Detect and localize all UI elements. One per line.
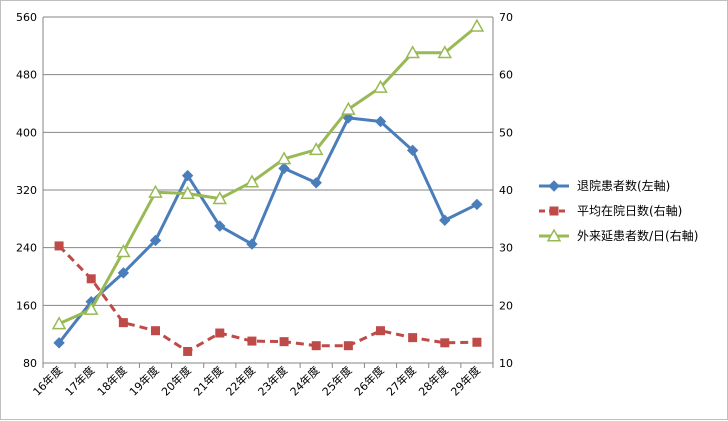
x-tick-label: 23年度 — [255, 363, 290, 398]
x-tick-label: 27年度 — [383, 363, 418, 398]
data-point — [151, 326, 160, 336]
data-point — [116, 244, 131, 258]
y-right-tick-label: 10 — [499, 357, 513, 370]
data-point — [215, 328, 225, 338]
x-tick-label: 17年度 — [62, 363, 97, 398]
data-point — [117, 267, 130, 279]
data-point — [276, 151, 292, 165]
legend-marker — [549, 206, 559, 216]
legend-marker — [548, 180, 560, 192]
series-line-1 — [57, 116, 478, 344]
data-point — [310, 177, 322, 189]
data-point — [374, 115, 387, 128]
data-point — [439, 214, 451, 226]
y-left-tick-label: 400 — [16, 126, 37, 139]
x-tick-label: 19年度 — [126, 363, 161, 398]
data-point — [308, 142, 324, 156]
data-point — [469, 18, 485, 32]
data-point — [341, 101, 356, 115]
x-tick-label: 26年度 — [351, 363, 386, 398]
x-tick-label: 28年度 — [416, 363, 451, 398]
y-left-tick-label: 480 — [16, 69, 37, 82]
data-point — [342, 112, 355, 124]
data-point — [54, 241, 64, 251]
y-right-tick-label: 30 — [499, 242, 513, 255]
y-left-tick-label: 160 — [16, 299, 37, 312]
data-point — [472, 337, 482, 347]
data-point — [440, 338, 450, 348]
legend-label: 退院患者数(左軸) — [577, 178, 670, 193]
data-point — [180, 185, 195, 200]
y-right-tick-label: 50 — [499, 126, 513, 139]
y-left-tick-label: 320 — [16, 184, 37, 197]
data-point — [149, 234, 162, 247]
data-point — [278, 162, 290, 175]
data-point — [86, 274, 96, 284]
x-tick-label: 20年度 — [158, 363, 193, 398]
data-point — [437, 45, 453, 59]
data-point — [246, 238, 258, 250]
y-right-tick-label: 70 — [499, 11, 513, 24]
x-tick-label: 21年度 — [191, 363, 226, 398]
data-point — [212, 191, 228, 205]
y-right-tick-label: 40 — [499, 184, 513, 197]
data-point — [279, 337, 289, 347]
x-tick-label: 18年度 — [94, 363, 129, 398]
series-line-2 — [57, 244, 477, 353]
data-point — [183, 346, 193, 356]
series-line-3 — [58, 25, 478, 326]
data-point — [373, 79, 388, 93]
legend-label: 平均在院日数(右軸) — [577, 203, 682, 218]
x-tick-label: 22年度 — [223, 363, 258, 398]
data-point — [51, 316, 67, 330]
legend-marker — [546, 228, 562, 242]
y-right-tick-label: 20 — [499, 299, 513, 312]
x-tick-label: 25年度 — [319, 363, 354, 398]
data-point — [405, 45, 420, 59]
y-right-tick-label: 60 — [499, 69, 513, 82]
data-point — [244, 174, 260, 188]
y-left-tick-label: 560 — [16, 11, 37, 24]
x-tick-label: 29年度 — [448, 363, 483, 398]
data-point — [214, 220, 226, 232]
y-left-tick-label: 80 — [23, 357, 37, 370]
data-point — [343, 341, 353, 351]
data-point — [406, 144, 419, 157]
data-point — [53, 337, 65, 349]
data-point — [311, 341, 321, 351]
data-point — [83, 301, 99, 315]
legend-label: 外来延患者数/日(右軸) — [577, 228, 698, 243]
data-point — [148, 184, 163, 198]
x-tick-label: 24年度 — [287, 363, 322, 398]
data-point — [247, 336, 257, 346]
y-left-tick-label: 240 — [16, 242, 37, 255]
data-point — [471, 198, 483, 211]
data-point — [408, 333, 418, 343]
data-point — [118, 318, 128, 328]
data-point — [376, 326, 385, 336]
data-point — [181, 169, 194, 182]
